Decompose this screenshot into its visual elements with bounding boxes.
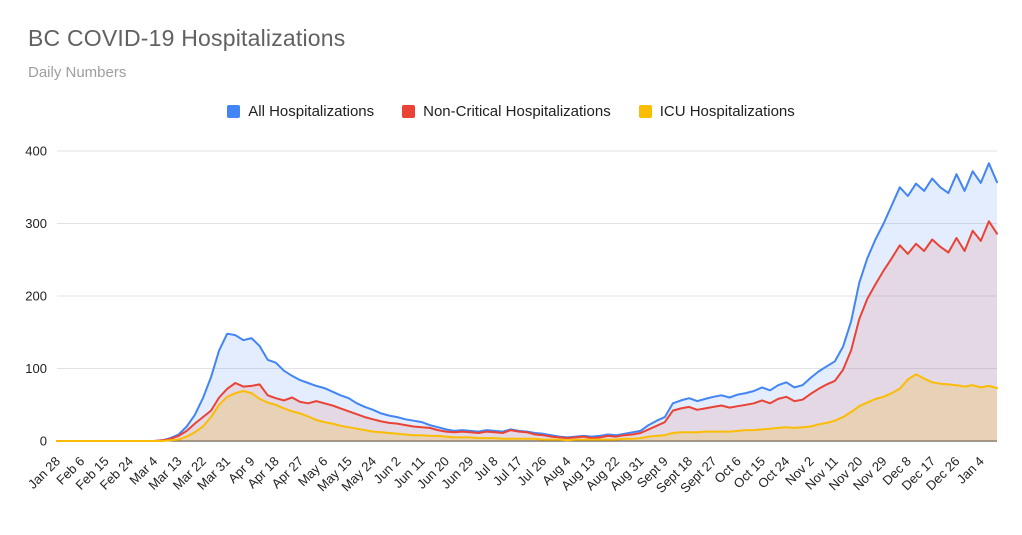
chart-title: BC COVID-19 Hospitalizations xyxy=(28,25,346,51)
y-axis-tick-label: 0 xyxy=(40,434,47,449)
y-axis-tick-label: 300 xyxy=(25,216,47,231)
legend-label-all-hospitalizations: All Hospitalizations xyxy=(248,103,375,120)
series-line-icu-hospitalizations[interactable] xyxy=(56,373,998,442)
y-axis-tick-label: 100 xyxy=(25,361,47,376)
series-area-icu-hospitalizations xyxy=(57,374,997,441)
series-line-non-critical-hospitalizations[interactable] xyxy=(56,220,998,442)
series-area-non-critical-hospitalizations xyxy=(57,221,997,441)
y-axis-tick-label: 200 xyxy=(25,289,47,304)
legend-item-all-hospitalizations[interactable]: All Hospitalizations xyxy=(227,103,374,120)
legend-item-non-critical-hospitalizations[interactable]: Non-Critical Hospitalizations xyxy=(402,103,611,120)
legend-item-icu-hospitalizations[interactable]: ICU Hospitalizations xyxy=(638,103,795,120)
legend-label-icu-hospitalizations: ICU Hospitalizations xyxy=(659,103,795,120)
icu-hospitalizations-swatch-icon xyxy=(638,105,652,118)
chart-legend: All Hospitalizations Non-Critical Hospit… xyxy=(0,103,1022,120)
chart-subtitle: Daily Numbers xyxy=(28,64,127,81)
non-critical-hospitalizations-swatch-icon xyxy=(402,105,416,118)
legend-label-non-critical-hospitalizations: Non-Critical Hospitalizations xyxy=(423,103,611,120)
x-axis-tick-label: Jan 4 xyxy=(954,454,987,487)
y-axis-tick-label: 400 xyxy=(25,144,47,159)
all-hospitalizations-swatch-icon xyxy=(227,105,241,118)
